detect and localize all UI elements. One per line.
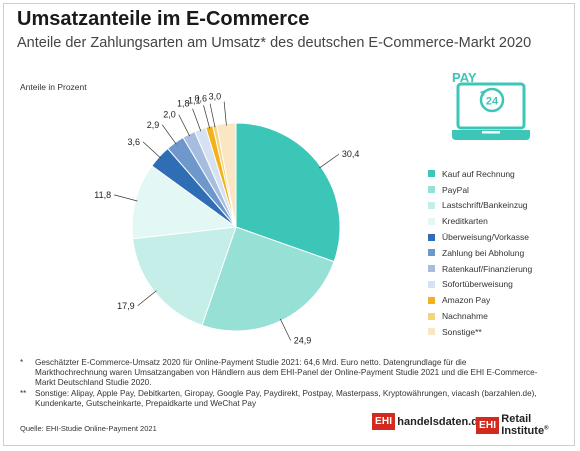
legend-label-2: Lastschrift/Bankeinzug xyxy=(442,200,528,211)
handelsdaten-logo: EHI handelsdaten.de xyxy=(372,413,484,430)
data-label-9: 0,6 xyxy=(195,94,208,104)
legend-item-3: Kreditkarten xyxy=(428,213,532,229)
chart-title: Umsatzanteile im E-Commerce xyxy=(17,8,310,30)
data-label-1: 24,9 xyxy=(294,335,312,345)
legend-item-0: Kauf auf Rechnung xyxy=(428,166,532,182)
legend-label-6: Ratenkauf/Finanzierung xyxy=(442,263,533,274)
ehi-logo-box-2: EHI xyxy=(476,416,500,434)
footnote-1: * Geschätzter E-Commerce-Umsatz 2020 für… xyxy=(20,358,540,389)
leader-line-4 xyxy=(142,141,162,159)
footnotes: * Geschätzter E-Commerce-Umsatz 2020 für… xyxy=(20,358,540,409)
leader-line-3 xyxy=(114,194,138,202)
leader-line-7 xyxy=(192,108,202,132)
leader-line-8 xyxy=(203,105,211,129)
legend-label-9: Nachnahme xyxy=(442,311,488,322)
leader-line-10 xyxy=(223,101,227,126)
legend-label-10: Sonstige** xyxy=(442,326,482,337)
legend-swatch-4 xyxy=(428,233,435,241)
retail-institute-text: Retail Institute® xyxy=(501,413,549,437)
legend-label-8: Amazon Pay xyxy=(442,295,491,306)
legend-item-5: Zahlung bei Abholung xyxy=(428,245,532,261)
legend-item-1: PayPal xyxy=(428,182,532,198)
ehi-logo-box: EHI xyxy=(372,413,396,430)
data-label-8: 1,1 xyxy=(188,95,201,105)
legend-swatch-3 xyxy=(428,217,435,225)
chart-subtitle: Anteile der Zahlungsarten am Umsatz* des… xyxy=(17,35,532,51)
data-label-6: 2,0 xyxy=(163,110,176,120)
leader-line-0 xyxy=(319,153,340,169)
handelsdaten-text: handelsdaten.de xyxy=(397,415,485,428)
data-label-3: 11,8 xyxy=(94,190,111,200)
legend-swatch-0 xyxy=(428,170,435,178)
leader-line-1 xyxy=(279,318,292,341)
legend-item-7: Sofortüberweisung xyxy=(428,277,532,293)
footnote-2-text: Sonstige: Alipay, Apple Pay, Debitkarten… xyxy=(35,388,537,408)
data-label-10: 3,0 xyxy=(209,92,222,102)
legend: Kauf auf Rechnung PayPal Lastschrift/Banke… xyxy=(428,166,532,340)
legend-item-10: Sonstige** xyxy=(428,324,532,340)
footnote-2-mark: ** xyxy=(20,388,27,398)
leader-line-9 xyxy=(209,103,216,128)
legend-item-4: Überweisung/Vorkasse xyxy=(428,229,532,245)
legend-label-4: Überweisung/Vorkasse xyxy=(442,232,529,243)
legend-item-6: Ratenkauf/Finanzierung xyxy=(428,261,532,277)
legend-item-8: Amazon Pay xyxy=(428,292,532,308)
footnote-1-text: Geschätzter E-Commerce-Umsatz 2020 für O… xyxy=(35,358,538,388)
data-label-5: 2,9 xyxy=(147,120,160,130)
leader-line-2 xyxy=(137,290,157,307)
retail-institute-logo: EHI Retail Institute® xyxy=(476,413,580,437)
legend-swatch-10 xyxy=(428,328,435,336)
legend-swatch-2 xyxy=(428,201,435,209)
legend-swatch-8 xyxy=(428,296,435,304)
leader-line-6 xyxy=(178,114,191,137)
legend-swatch-1 xyxy=(428,186,435,194)
pay-text: PAY xyxy=(452,70,477,85)
footnote-1-mark: * xyxy=(20,358,24,367)
legend-swatch-7 xyxy=(428,280,435,288)
legend-item-2: Lastschrift/Bankeinzug xyxy=(428,198,532,214)
legend-item-9: Nachnahme xyxy=(428,308,532,324)
footnote-2: ** Sonstige: Alipay, Apple Pay, Debitkar… xyxy=(20,389,540,409)
legend-label-3: Kreditkarten xyxy=(442,216,488,227)
legend-label-0: Kauf auf Rechnung xyxy=(442,168,515,179)
legend-label-1: PayPal xyxy=(442,184,469,195)
data-label-2: 17,9 xyxy=(117,301,135,311)
data-label-4: 3,6 xyxy=(128,137,141,147)
data-label-7: 1,8 xyxy=(177,99,190,109)
pay24-laptop-icon: PAY 24 xyxy=(452,70,530,140)
legend-swatch-9 xyxy=(428,312,435,320)
leader-line-5 xyxy=(161,124,177,145)
legend-label-5: Zahlung bei Abholung xyxy=(442,247,525,258)
data-label-0: 30,4 xyxy=(342,149,360,159)
pay-24-text: 24 xyxy=(486,96,499,108)
legend-swatch-6 xyxy=(428,265,435,273)
legend-label-7: Sofortüberweisung xyxy=(442,279,513,290)
source-note: Quelle: EHI-Studie Online-Payment 2021 xyxy=(20,424,157,433)
unit-label: Anteile in Prozent xyxy=(20,82,87,92)
legend-swatch-5 xyxy=(428,249,435,257)
